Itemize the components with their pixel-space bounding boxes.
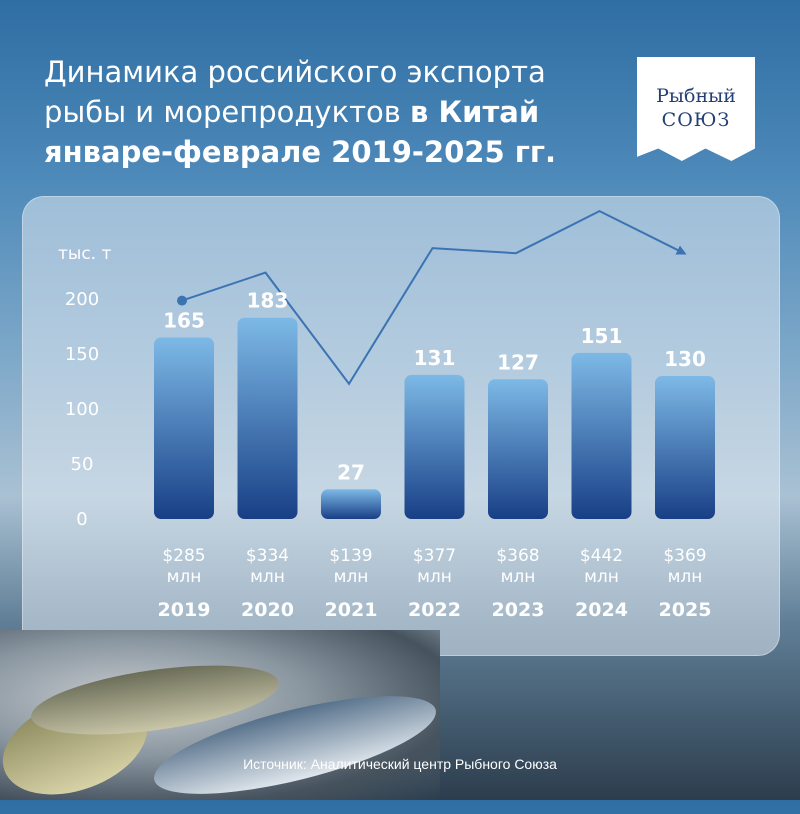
title-line-2-bold: в Китай: [410, 95, 540, 129]
x-tick-label: 2023: [492, 599, 545, 621]
logo-line-1: Рыбный: [656, 85, 736, 107]
chart-title: Динамика российского экспорта рыбы и мор…: [44, 52, 604, 172]
value-unit-label: млн: [167, 567, 202, 587]
trend-start-marker: [177, 295, 187, 306]
y-tick-label: 200: [65, 289, 99, 310]
value-unit-label: млн: [584, 567, 619, 587]
value-unit-label: млн: [668, 567, 703, 587]
y-tick-label: 150: [65, 344, 99, 365]
bar-2024: [571, 352, 632, 519]
bar-value-label: 183: [247, 289, 289, 313]
value-unit-label: млн: [417, 567, 452, 587]
y-tick-label: 50: [71, 454, 94, 475]
value-usd-label: $334: [246, 546, 289, 566]
y-tick-label: 0: [76, 509, 87, 530]
value-unit-label: млн: [250, 567, 285, 587]
value-unit-label: млн: [501, 567, 536, 587]
bar-2020: [237, 317, 298, 519]
title-line-3: январе-феврале 2019-2025 гг.: [44, 135, 557, 169]
value-usd-label: $442: [580, 546, 623, 566]
logo-line-2: СОЮЗ: [661, 109, 731, 131]
value-usd-label: $377: [413, 546, 456, 566]
chart-panel: [22, 196, 780, 656]
bar-value-label: 131: [414, 346, 456, 370]
bar-2019: [154, 337, 214, 519]
y-tick-label: 100: [65, 399, 99, 420]
title-line-2: рыбы и морепродуктов: [44, 95, 411, 129]
value-usd-label: $285: [162, 546, 205, 566]
value-unit-label: млн: [334, 567, 369, 587]
x-tick-label: 2020: [241, 599, 294, 621]
x-tick-label: 2019: [158, 599, 211, 621]
value-usd-label: $369: [663, 546, 706, 566]
x-tick-label: 2024: [575, 599, 628, 621]
title-line-1: Динамика российского экспорта: [44, 55, 546, 89]
ribny-soyuz-logo: Рыбный СОЮЗ: [637, 57, 755, 161]
bar-value-label: 130: [664, 347, 706, 371]
value-trend-line: [181, 209, 687, 386]
bar-value-label: 151: [581, 324, 623, 348]
bar-value-label: 127: [497, 350, 539, 374]
x-tick-label: 2025: [659, 599, 712, 621]
bar-2021: [321, 489, 381, 519]
y-axis-label: тыс. т: [58, 244, 111, 264]
bar-2025: [655, 376, 715, 519]
source-note: Источник: Аналитический центр Рыбного Со…: [243, 756, 557, 772]
bar-value-label: 27: [337, 460, 365, 484]
value-usd-label: $139: [329, 546, 372, 566]
value-usd-label: $368: [496, 546, 539, 566]
x-tick-label: 2022: [408, 599, 461, 621]
bar-2023: [488, 379, 548, 519]
bar-2022: [404, 374, 465, 519]
bar-value-label: 165: [163, 309, 205, 333]
x-tick-label: 2021: [325, 599, 378, 621]
